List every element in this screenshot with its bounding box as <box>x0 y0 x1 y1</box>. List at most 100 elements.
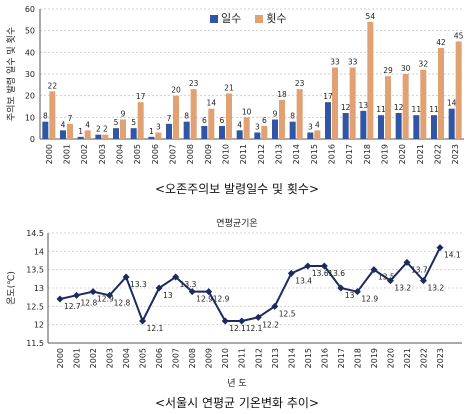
x-tick-label: 2014 <box>292 144 301 164</box>
bar-days <box>342 113 349 139</box>
bar-days <box>77 136 84 139</box>
bar-days <box>448 108 455 139</box>
data-label: 13.2 <box>427 284 444 293</box>
bar-label-count: 18 <box>277 90 287 99</box>
bar-count <box>296 89 303 139</box>
bar-days <box>395 113 402 139</box>
data-point <box>188 288 196 296</box>
data-label: 13.6 <box>328 269 345 278</box>
data-label: 14.1 <box>444 251 461 260</box>
bar-days <box>95 134 102 139</box>
y-tick-label: 50 <box>25 27 35 36</box>
bar-legend: 일수 횟수 <box>210 10 287 26</box>
bar-label-days: 13 <box>359 101 369 110</box>
x-tick-label: 2023 <box>451 144 460 164</box>
data-label: 12.5 <box>279 309 296 318</box>
bar-label-days: 5 <box>131 118 136 127</box>
bar-days <box>307 132 314 139</box>
x-tick-label: 2016 <box>328 144 337 164</box>
x-tick-label: 2007 <box>172 348 181 368</box>
data-point <box>106 291 114 299</box>
bar-count <box>120 119 126 139</box>
y-tick-label: 20 <box>25 92 35 101</box>
bar-days <box>113 128 119 139</box>
y-tick-label: 13 <box>34 284 44 293</box>
data-point <box>238 317 246 325</box>
y-tick-label: 10 <box>25 113 35 122</box>
bar-label-count: 33 <box>348 58 358 67</box>
x-axis-title: 년 도 <box>227 378 246 389</box>
bar-count <box>226 93 232 139</box>
bar-label-count: 32 <box>419 60 429 69</box>
x-tick-label: 2006 <box>155 348 164 368</box>
bar-label-count: 9 <box>121 110 126 119</box>
y-tick-label: 0 <box>30 135 35 144</box>
bar-count <box>208 108 215 139</box>
bar-label-count: 3 <box>156 123 161 132</box>
data-point <box>122 273 130 281</box>
x-tick-label: 2006 <box>151 144 160 164</box>
temperature-line <box>59 247 441 324</box>
data-label: 13.3 <box>180 280 197 289</box>
data-point <box>320 262 328 270</box>
y-tick-label: 14.5 <box>26 229 44 238</box>
x-tick-label: 2012 <box>257 144 266 164</box>
bar-days <box>166 123 172 139</box>
bar-label-count: 54 <box>366 12 376 21</box>
y-tick-label: 40 <box>25 48 35 57</box>
data-point <box>370 266 378 274</box>
bar-days <box>325 102 331 139</box>
x-tick-label: 2009 <box>204 144 213 164</box>
bar-count <box>137 102 144 139</box>
x-tick-label: 2002 <box>89 348 98 368</box>
x-tick-label: 2016 <box>320 348 329 368</box>
bar-days <box>289 121 296 139</box>
bar-days <box>183 121 190 139</box>
bar-count <box>455 41 462 139</box>
legend-label-days: 일수 <box>221 12 242 25</box>
bar-count <box>385 76 391 139</box>
bar-days <box>236 130 243 139</box>
x-tick-label: 2017 <box>337 348 346 368</box>
bar-days <box>148 136 155 139</box>
bar-count <box>332 67 338 139</box>
bar-label-count: 33 <box>330 58 340 67</box>
bar-days <box>431 115 437 139</box>
data-label: 13.3 <box>130 280 147 289</box>
bar-label-days: 8 <box>184 112 189 121</box>
y-tick-label: 13.5 <box>26 266 44 275</box>
bar-label-days: 3 <box>308 123 313 132</box>
bar-count <box>49 91 56 139</box>
bar-label-days: 6 <box>202 116 207 125</box>
x-tick-label: 2005 <box>139 348 148 368</box>
x-tick-label: 2019 <box>381 144 390 164</box>
bar-count <box>261 126 268 139</box>
bar-count <box>438 48 444 139</box>
x-tick-label: 2001 <box>63 144 72 164</box>
y-axis-title: 주의보 발령 일수 및 횟수 <box>5 27 17 121</box>
data-label: 12.9 <box>361 295 378 304</box>
data-point <box>436 244 444 252</box>
bar-days <box>130 128 137 139</box>
data-label: 13.6 <box>312 269 329 278</box>
data-point <box>419 277 427 285</box>
bar-count <box>173 95 179 139</box>
data-point <box>221 317 229 325</box>
bar-label-days: 8 <box>43 112 48 121</box>
bar-label-count: 4 <box>85 120 90 129</box>
x-tick-label: 2011 <box>239 144 248 164</box>
bar-chart-caption: <오존주의보 발령일수 및 횟수> <box>154 182 320 196</box>
data-label: 13.5 <box>378 273 395 282</box>
x-tick-label: 2013 <box>271 348 280 368</box>
data-label: 12.9 <box>196 295 213 304</box>
data-point <box>205 288 213 296</box>
y-tick-label: 12.5 <box>26 302 44 311</box>
data-label: 12.1 <box>147 324 164 333</box>
bar-count <box>102 134 109 139</box>
bar-label-count: 14 <box>207 99 217 108</box>
bar-label-days: 11 <box>429 105 439 114</box>
bar-label-count: 6 <box>262 116 267 125</box>
x-tick-label: 2005 <box>133 144 142 164</box>
x-tick-label: 2018 <box>353 348 362 368</box>
x-tick-label: 2021 <box>403 348 412 368</box>
